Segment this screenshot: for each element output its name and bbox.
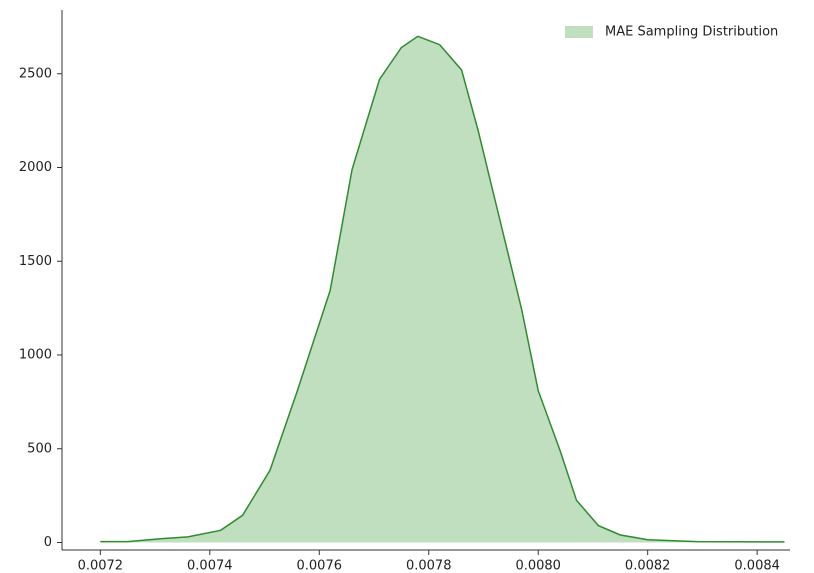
legend-swatch — [565, 26, 593, 38]
y-tick-label: 2500 — [19, 66, 52, 81]
y-tick-label: 1500 — [19, 254, 52, 269]
legend-label: MAE Sampling Distribution — [605, 25, 778, 40]
y-tick-label: 2000 — [19, 160, 52, 175]
y-tick-label: 0 — [44, 535, 52, 550]
y-tick-label: 1000 — [19, 348, 52, 363]
x-tick-label: 0.0078 — [406, 559, 452, 573]
x-tick-label: 0.0084 — [734, 559, 780, 573]
area-fill — [100, 36, 785, 543]
x-tick-label: 0.0080 — [515, 559, 561, 573]
x-tick-label: 0.0076 — [297, 559, 343, 573]
x-tick-label: 0.0074 — [187, 559, 233, 573]
x-tick-label: 0.0072 — [78, 559, 124, 573]
x-tick-label: 0.0082 — [625, 559, 671, 573]
area-line — [100, 35, 785, 543]
y-tick-label: 500 — [27, 441, 52, 456]
